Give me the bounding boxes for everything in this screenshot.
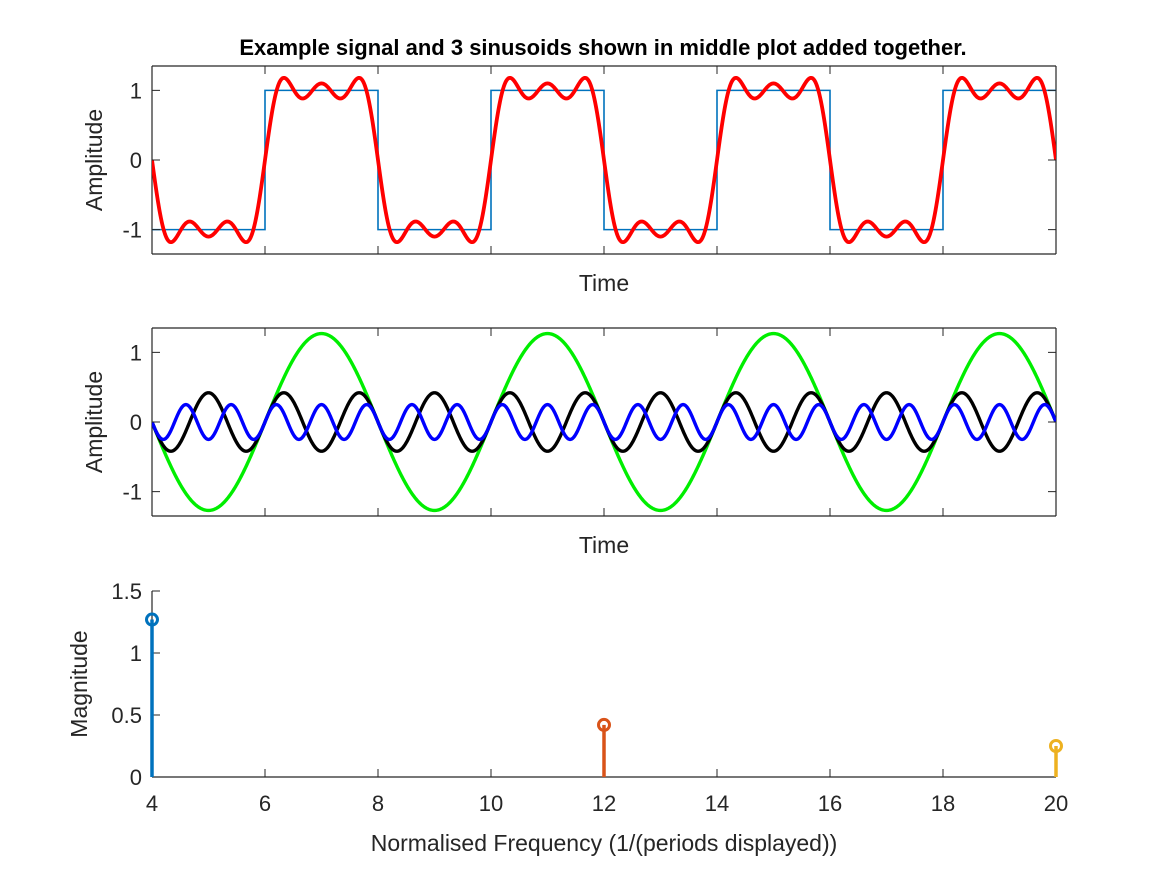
x-tick-label: 20 — [1044, 791, 1068, 816]
y-tick-label: 0 — [130, 410, 142, 435]
panel-spectrum: 0 0.5 1 1.5 4 6 8 10 12 14 16 18 20 Normalised Freque… — [66, 579, 1068, 856]
x-tick-label: 16 — [818, 791, 842, 816]
y-axis-label: Amplitude — [81, 109, 107, 211]
x-tick-label: 18 — [931, 791, 955, 816]
x-tick-label: 6 — [259, 791, 271, 816]
sinusoid-line — [152, 402, 1056, 442]
y-tick-label: -1 — [122, 480, 142, 505]
panel-sinusoids: -1 0 1 Time Amplitude — [81, 327, 1057, 558]
x-axis-label: Time — [579, 532, 629, 558]
x-tick-label: 8 — [372, 791, 384, 816]
x-axis-label: Time — [579, 270, 629, 296]
x-tick-label: 10 — [479, 791, 503, 816]
plot-area — [152, 75, 1056, 245]
y-tick-label: -1 — [122, 218, 142, 243]
stem-marker — [597, 717, 611, 732]
y-tick-label: 0 — [130, 765, 142, 790]
chart-title: Example signal and 3 sinusoids shown in … — [239, 35, 966, 60]
x-tick-label: 12 — [592, 791, 616, 816]
y-axis-label: Magnitude — [66, 630, 92, 737]
y-tick-label: 1.5 — [111, 579, 142, 604]
y-axis-label: Amplitude — [81, 371, 107, 473]
y-tick-label: 1 — [130, 641, 142, 666]
panel-top-signal: -1 0 1 Time Amplitude — [81, 65, 1057, 296]
stem-marker — [145, 612, 159, 627]
y-tick-label: 1 — [130, 340, 142, 365]
y-tick-label: 1 — [130, 78, 142, 103]
stem-marker — [1049, 739, 1063, 753]
plot-area — [152, 331, 1056, 513]
x-axis-label: Normalised Frequency (1/(periods display… — [371, 830, 838, 856]
sum-signal-line — [152, 75, 1056, 245]
x-tick-label: 4 — [146, 791, 158, 816]
y-tick-label: 0 — [130, 148, 142, 173]
y-tick-label: 0.5 — [111, 703, 142, 728]
x-tick-label: 14 — [705, 791, 729, 816]
